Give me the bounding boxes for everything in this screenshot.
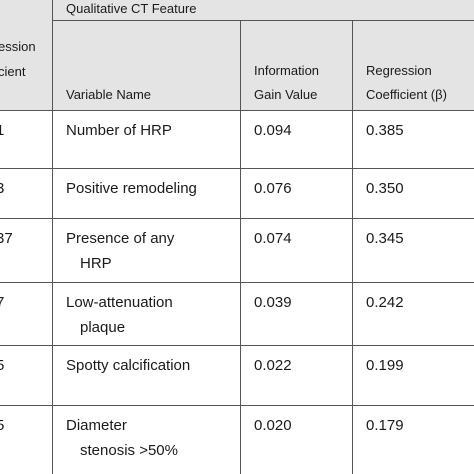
header-divider <box>52 20 474 21</box>
row-divider <box>0 405 474 406</box>
cell: 0.076 <box>254 180 292 197</box>
column-header: Coefficient (β) <box>366 87 447 102</box>
cell: 0.199 <box>366 357 404 374</box>
cell: HRP <box>80 255 112 272</box>
cell: Presence of any <box>66 230 175 247</box>
cell: 1 <box>0 122 5 139</box>
cell: Spotty calcification <box>66 357 191 374</box>
cell: 5 <box>0 357 5 374</box>
column-divider <box>240 20 241 474</box>
column-header: Information <box>254 63 320 78</box>
cell: 0.039 <box>254 294 292 311</box>
column-header: cient <box>0 64 26 79</box>
cell: 0.385 <box>366 122 404 139</box>
row-divider <box>0 282 474 283</box>
cell: 0.345 <box>366 230 404 247</box>
cell: 0.179 <box>366 417 404 434</box>
cell: 0.350 <box>366 180 404 197</box>
cell: Low-attenuation <box>66 294 173 311</box>
cell: 3 <box>0 180 5 197</box>
header-divider <box>0 110 474 111</box>
row-divider <box>0 345 474 346</box>
cell: 0.074 <box>254 230 292 247</box>
cell: plaque <box>80 319 126 336</box>
cell: 37 <box>0 230 13 247</box>
cell: Number of HRP <box>66 122 172 139</box>
header-background <box>0 0 474 110</box>
column-divider <box>352 20 353 474</box>
cell: 5 <box>0 417 5 434</box>
cell: 0.020 <box>254 417 292 434</box>
cell: stenosis >50% <box>80 442 178 459</box>
column-header: Regression <box>366 63 432 78</box>
row-divider <box>0 168 474 169</box>
column-divider <box>52 0 53 474</box>
column-header: ession <box>0 39 36 54</box>
group-title: Qualitative CT Feature <box>66 1 197 16</box>
cell: Diameter <box>66 417 127 434</box>
cell: 0.094 <box>254 122 292 139</box>
row-divider <box>0 218 474 219</box>
cell: 0.022 <box>254 357 292 374</box>
cell: 0.242 <box>366 294 404 311</box>
cell: Positive remodeling <box>66 180 197 197</box>
cell: 7 <box>0 294 5 311</box>
column-header: Variable Name <box>66 87 152 102</box>
column-header: Gain Value <box>254 87 318 102</box>
